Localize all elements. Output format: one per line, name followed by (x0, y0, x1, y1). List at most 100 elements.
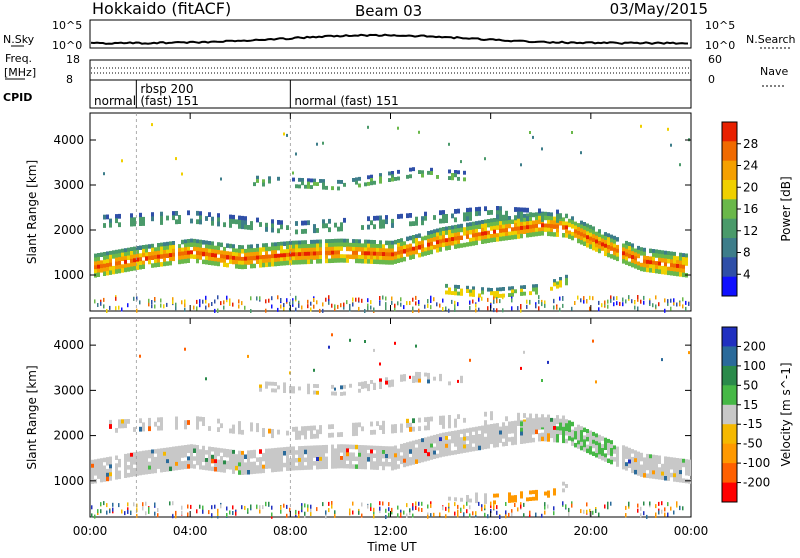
power-speckle (520, 163, 522, 167)
power-cell (673, 251, 676, 257)
power-cell (277, 253, 280, 259)
velocity-speckle (580, 509, 582, 514)
power-cell (358, 176, 361, 181)
power-cell (103, 271, 106, 276)
velocity-speckle (148, 507, 150, 511)
power-cell (166, 245, 169, 251)
velocity-cell (103, 477, 106, 482)
power-cell (490, 237, 493, 243)
power-cell (391, 260, 394, 265)
velocity-speckle (568, 512, 570, 517)
velocity-cell (307, 461, 310, 466)
power-cell (454, 236, 457, 242)
velocity-cell (388, 462, 391, 467)
velocity-cell (382, 461, 385, 467)
velocity-cell (220, 467, 223, 473)
velocity-cell (139, 459, 142, 464)
power-cell (292, 177, 295, 182)
power-cell (463, 216, 466, 222)
velocity-cell (487, 424, 490, 429)
velocity-cell (106, 476, 109, 482)
power-cell (256, 247, 259, 253)
power-cell (424, 247, 427, 252)
power-speckle (637, 295, 639, 299)
velocity-cell (556, 415, 559, 420)
power-cell (145, 256, 148, 261)
power-cell (334, 250, 337, 255)
velocity-cell (592, 451, 595, 456)
velocity-cell (379, 425, 382, 430)
power-cell (598, 229, 601, 234)
power-cell (376, 259, 379, 265)
velocity-cell (523, 413, 526, 418)
velocity-speckle (196, 509, 198, 514)
velocity-speckle (394, 341, 396, 345)
power-cell (607, 245, 610, 250)
velocity-cell (379, 445, 382, 451)
power-cell (445, 226, 448, 231)
power-cell (475, 225, 478, 230)
power-cell (451, 237, 454, 242)
velocity-cell (448, 439, 451, 444)
velocity-cell (544, 425, 547, 430)
power-cell (229, 259, 232, 264)
velocity-cell (400, 423, 403, 429)
power-speckle (172, 300, 174, 305)
velocity-cell (289, 458, 292, 463)
power-cell (100, 264, 103, 269)
power-cell (250, 221, 253, 226)
date-title: 03/May/2015 (610, 0, 708, 18)
velocity-cell (202, 449, 205, 455)
power-cell (256, 251, 259, 257)
velocity-cell (562, 481, 565, 486)
velocity-cell (268, 452, 271, 457)
power-cell (511, 286, 514, 291)
velocity-cell (352, 444, 355, 450)
power-cell (604, 251, 607, 257)
velocity-speckle (547, 360, 549, 364)
velocity-cell (457, 441, 460, 447)
velocity-cell (331, 432, 334, 438)
velocity-speckle (139, 354, 141, 358)
velocity-speckle (217, 512, 219, 516)
velocity-speckle (280, 509, 282, 514)
power-cell (409, 243, 412, 249)
power-cell (337, 250, 340, 255)
power-cell (676, 256, 679, 261)
velocity-cell (196, 448, 199, 454)
velocity-cell (658, 471, 661, 476)
velocity-cell (649, 470, 652, 475)
velocity-cell (244, 470, 247, 475)
velocity-speckle (349, 511, 351, 516)
velocity-cell (274, 455, 277, 461)
power-cell (283, 241, 286, 246)
power-cell (376, 251, 379, 257)
velocity-cell (385, 461, 388, 467)
power-speckle (685, 300, 687, 305)
power-cell (340, 226, 343, 232)
power-cell (640, 266, 643, 272)
power-cell (292, 248, 295, 253)
power-cell (601, 238, 604, 243)
velocity-cell (352, 456, 355, 461)
power-cell (439, 210, 442, 216)
velocity-cell (241, 462, 244, 468)
power-cell (259, 263, 262, 268)
velocity-cell (184, 460, 187, 466)
power-cell (313, 228, 316, 234)
power-cell (610, 234, 613, 240)
velocity-speckle (478, 501, 480, 506)
velocity-cell (592, 443, 595, 449)
velocity-cell (316, 390, 319, 395)
power-speckle (211, 302, 213, 306)
velocity-speckle (331, 333, 333, 337)
velocity-cell (610, 452, 613, 457)
power-cell (589, 224, 592, 230)
velocity-cell (172, 454, 175, 459)
power-speckle (229, 299, 231, 304)
power-cell (109, 258, 112, 264)
velocity-cell (448, 423, 451, 429)
velocity-cell (157, 464, 160, 469)
power-cell (652, 249, 655, 254)
velocity-cell (376, 445, 379, 451)
